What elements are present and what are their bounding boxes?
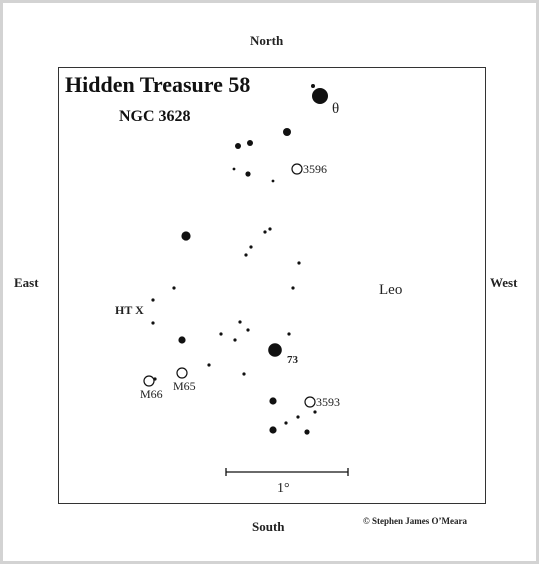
galaxy-marker xyxy=(305,397,315,407)
map-panel: North South East West Hidden Treasure 58… xyxy=(3,3,536,561)
star-chart: Hidden Treasure 58 NGC 3628 3596 M65 M66 35… xyxy=(58,67,486,504)
chart-subtitle: NGC 3628 xyxy=(119,108,191,126)
star-mark xyxy=(291,286,294,289)
star-mark xyxy=(246,328,249,331)
star-mark xyxy=(151,321,154,324)
star-mark xyxy=(296,415,299,418)
galaxy-label: M65 xyxy=(173,379,196,393)
scale-label: 1° xyxy=(277,481,290,496)
star-mark xyxy=(233,338,236,341)
star-mark xyxy=(207,363,210,366)
copyright-notice: © Stephen James O’Meara xyxy=(363,516,467,526)
star-mark xyxy=(219,332,222,335)
constellation-label: Leo xyxy=(379,282,402,298)
direction-south: South xyxy=(252,519,285,535)
star-mark xyxy=(272,180,275,183)
star-mark xyxy=(235,143,241,149)
star-mark xyxy=(247,140,253,146)
star-mark xyxy=(269,397,276,404)
star-mark xyxy=(249,245,252,248)
star-mark xyxy=(178,336,185,343)
star-mark xyxy=(268,343,282,357)
galaxy-marker xyxy=(177,368,187,378)
star-mark xyxy=(304,429,309,434)
star-label: θ xyxy=(332,101,339,117)
star-mark xyxy=(313,410,316,413)
star-mark xyxy=(244,253,247,256)
star-mark xyxy=(287,332,290,335)
galaxy-marker xyxy=(144,376,154,386)
star-mark xyxy=(172,286,175,289)
direction-north: North xyxy=(250,33,283,49)
star-mark xyxy=(181,231,190,240)
chart-title: Hidden Treasure 58 xyxy=(65,72,250,98)
galaxy-label: 3596 xyxy=(303,162,327,176)
galaxy-marker xyxy=(292,164,302,174)
star-mark xyxy=(151,298,154,301)
galaxy-label: 3593 xyxy=(316,395,340,409)
star-label: HT X xyxy=(115,303,144,317)
star-mark xyxy=(311,84,315,88)
star-mark xyxy=(233,168,236,171)
star-mark xyxy=(297,261,300,264)
galaxy-label: M66 xyxy=(140,387,163,401)
star-mark xyxy=(269,426,276,433)
star-mark xyxy=(283,128,291,136)
direction-west: West xyxy=(490,275,517,291)
scale-bar xyxy=(226,468,348,476)
direction-east: East xyxy=(14,275,39,291)
star-mark xyxy=(312,88,328,104)
star-field: 3596 M65 M66 3593 θ 73 HT X Leo 1° xyxy=(59,68,485,503)
star-mark xyxy=(242,372,245,375)
star-mark xyxy=(245,171,250,176)
star-mark xyxy=(284,421,287,424)
star-mark xyxy=(238,320,241,323)
star-label: 73 xyxy=(287,354,299,366)
star-mark xyxy=(263,230,266,233)
star-mark xyxy=(268,227,271,230)
